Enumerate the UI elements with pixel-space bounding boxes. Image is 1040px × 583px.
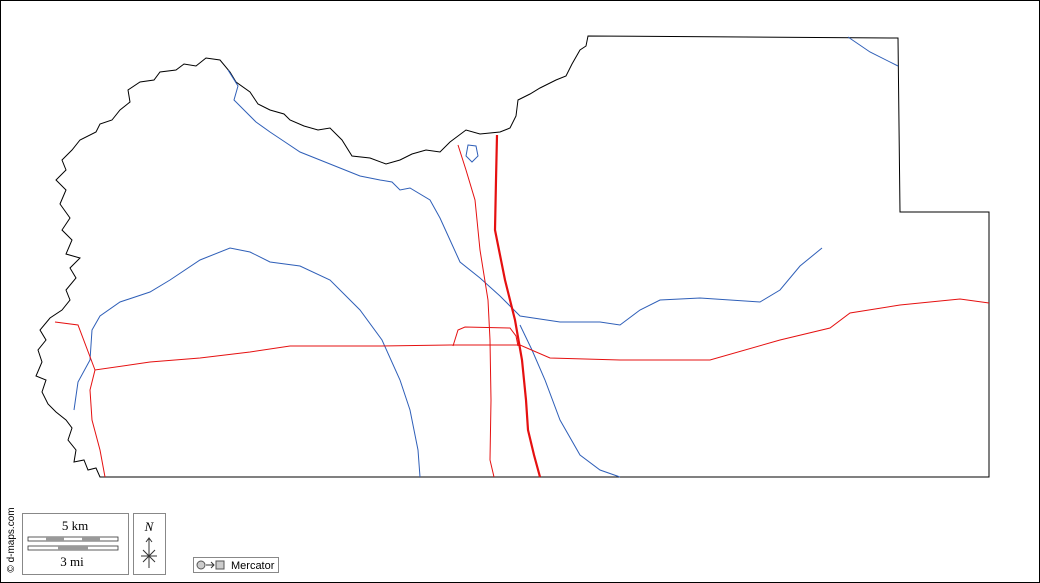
river bbox=[73, 247, 421, 478]
scale-segment bbox=[82, 537, 100, 541]
north-label: N bbox=[144, 519, 155, 534]
highway bbox=[493, 134, 542, 478]
projection-icon bbox=[206, 561, 215, 569]
county-outline bbox=[35, 35, 990, 478]
road bbox=[457, 144, 495, 478]
scale-segment bbox=[46, 537, 64, 541]
scale-imperial: 3 mi bbox=[60, 554, 84, 569]
river bbox=[227, 69, 823, 326]
lake bbox=[465, 144, 479, 163]
projection-icon bbox=[215, 560, 225, 570]
river bbox=[847, 36, 899, 67]
road bbox=[89, 369, 106, 478]
road bbox=[452, 326, 519, 347]
projection-label: Mercator bbox=[231, 560, 275, 572]
scale-box bbox=[22, 513, 129, 575]
projection-box bbox=[193, 557, 279, 573]
road bbox=[54, 298, 990, 371]
credit: © d-maps.com bbox=[6, 507, 17, 572]
scale-metric: 5 km bbox=[62, 518, 88, 533]
projection-icon bbox=[196, 560, 206, 570]
scale-bar bbox=[27, 536, 119, 542]
scale-segment bbox=[58, 546, 88, 550]
north-arrow bbox=[141, 537, 157, 568]
